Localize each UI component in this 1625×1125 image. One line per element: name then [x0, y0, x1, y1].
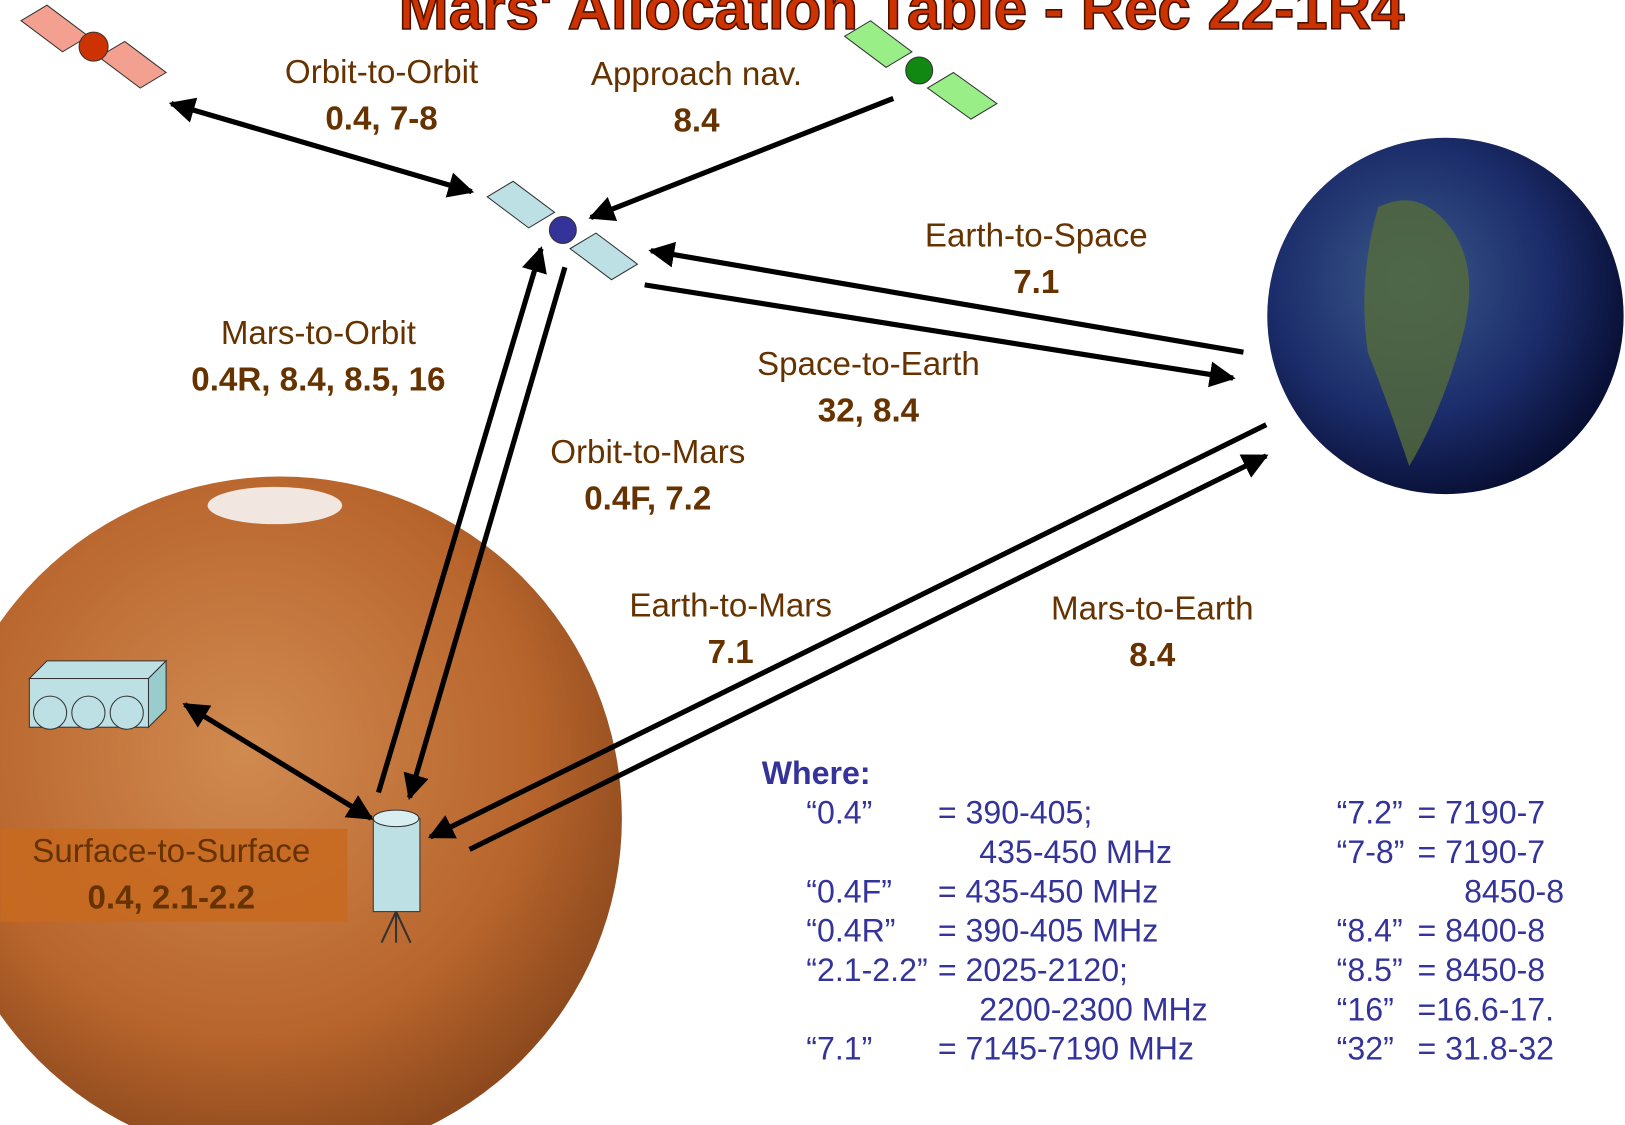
orbiter-blue [487, 181, 637, 279]
legend-value: = 8450-8 [1417, 952, 1545, 988]
legend-key: “7.1” [806, 1031, 872, 1067]
link-bands: 0.4R, 8.4, 8.5, 16 [191, 362, 445, 399]
link-label: Approach nav. [591, 56, 802, 93]
link-label: Mars-to-Orbit [221, 315, 416, 352]
page: {"title":"Mars' Allocation Table - Rec 2… [0, 0, 1625, 1125]
legend-value: 435-450 MHz [979, 834, 1172, 870]
link-bands: 0.4, 2.1-2.2 [87, 879, 255, 916]
link-label: Mars-to-Earth [1051, 590, 1253, 627]
title: Mars' Allocation Table - Rec 22-1R4 [399, 0, 1405, 42]
legend-key: “7.2” [1337, 795, 1403, 831]
legend-key: “32” [1337, 1031, 1394, 1067]
link-label: Orbit-to-Orbit [285, 54, 478, 91]
link-bands: 8.4 [1129, 637, 1176, 674]
legend-key: “8.5” [1337, 952, 1403, 988]
legend-key: “0.4R” [806, 913, 895, 949]
legend-key: “7-8” [1337, 834, 1405, 870]
legend-key: “2.1-2.2” [806, 952, 927, 988]
polar-cap [208, 487, 343, 524]
link-bands: 0.4, 7-8 [325, 100, 437, 137]
orbiter-red [21, 5, 166, 88]
legend-heading: Where: [762, 755, 871, 791]
link-label: Earth-to-Space [925, 218, 1148, 255]
legend-value: 8450-8 [1464, 873, 1564, 909]
link-label: Space-to-Earth [757, 346, 980, 383]
legend-value: =16.6-17. [1417, 991, 1554, 1027]
arrow [591, 98, 893, 217]
rover [29, 661, 166, 729]
legend-value: = 7190-7 [1417, 834, 1545, 870]
legend-value: = 390-405 MHz [938, 913, 1158, 949]
legend-key: “8.4” [1337, 913, 1403, 949]
mars [0, 477, 622, 1125]
link-bands: 7.1 [1013, 264, 1059, 301]
legend-value: 2200-2300 MHz [979, 991, 1207, 1027]
link-label: Orbit-to-Mars [550, 434, 745, 471]
legend-key: “0.4” [806, 795, 872, 831]
link-bands: 7.1 [708, 634, 754, 671]
legend-key: “0.4F” [806, 873, 892, 909]
legend: Where: “0.4” = 390-405;435-450 MHz “0.4F” =… [762, 755, 1564, 1067]
legend-value: = 435-450 MHz [938, 873, 1158, 909]
legend-value: = 390-405; [938, 795, 1092, 831]
legend-value: = 7145-7190 MHz [938, 1031, 1194, 1067]
link-bands: 32, 8.4 [818, 393, 920, 430]
legend-value: = 2025-2120; [938, 952, 1128, 988]
legend-value: = 8400-8 [1417, 913, 1545, 949]
link-bands: 8.4 [673, 103, 720, 140]
link-bands: 0.4F, 7.2 [584, 481, 711, 518]
diagram: Mars' Allocation Table - Rec 22-1R4 Orbi… [0, 0, 1625, 1125]
link-label: Surface-to-Surface [32, 833, 310, 870]
legend-value: = 31.8-32 [1417, 1031, 1554, 1067]
link-label: Earth-to-Mars [629, 587, 831, 624]
legend-value: = 7190-7 [1417, 795, 1545, 831]
legend-key: “16” [1337, 991, 1394, 1027]
